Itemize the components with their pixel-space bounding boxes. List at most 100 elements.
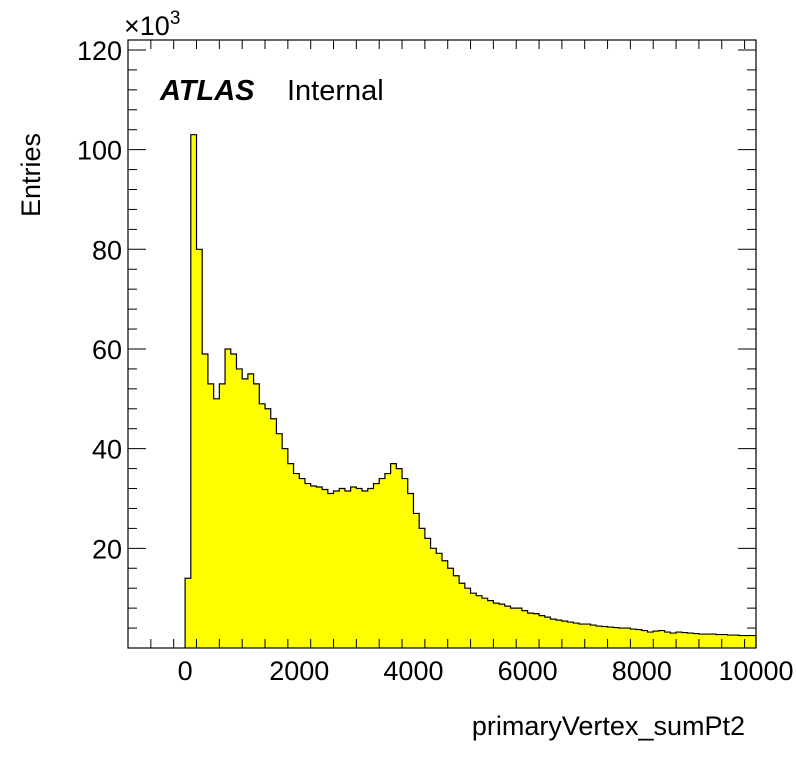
histogram-bin	[316, 487, 323, 648]
histogram-bin	[287, 463, 294, 648]
histogram-bin	[647, 632, 654, 648]
histogram-bin	[333, 491, 340, 648]
tick-labels: 0 2000 4000 6000 8000 10000 20 40 60 80 100 120	[77, 36, 794, 686]
histogram-bin	[304, 483, 312, 648]
histogram-bin	[573, 623, 580, 648]
histogram-bin	[481, 598, 489, 648]
histogram-bin	[579, 624, 586, 648]
histogram-bin	[373, 483, 380, 648]
histogram-bin	[618, 628, 626, 648]
histogram-bin	[653, 631, 660, 648]
histogram-bin	[721, 634, 728, 648]
y-axis-title: Entries	[16, 133, 46, 217]
histogram-bin	[727, 635, 734, 648]
histogram-bin	[464, 588, 471, 648]
x-tick-label: 4000	[383, 656, 443, 686]
histogram-bin	[384, 473, 392, 648]
histogram-bin	[350, 487, 357, 648]
histogram-bin	[402, 478, 409, 648]
histogram-bin	[693, 633, 700, 648]
histogram-bin	[390, 463, 397, 648]
histogram-bin	[670, 633, 677, 648]
y-tick-label: 120	[77, 36, 122, 66]
internal-label: Internal	[287, 75, 384, 107]
histogram-bin	[424, 538, 431, 648]
histogram-bin	[504, 606, 511, 648]
histogram-bin	[521, 610, 529, 648]
histogram-bin	[327, 493, 334, 648]
x-tick-label: 8000	[612, 656, 672, 686]
histogram-bin	[219, 383, 226, 648]
y-tick-label: 20	[92, 534, 122, 564]
histogram-bin	[230, 353, 237, 648]
histogram-bin	[596, 626, 603, 648]
histogram-bin	[396, 468, 403, 648]
histogram-bin	[293, 473, 300, 648]
histogram-bin	[698, 634, 706, 648]
histogram-bin	[185, 578, 192, 648]
histogram-bin	[744, 635, 751, 648]
y-multiplier-base: ×10	[124, 11, 170, 41]
histogram-bin	[567, 622, 574, 648]
histogram-bin	[710, 634, 717, 648]
histogram-bin	[476, 595, 483, 648]
plot-frame-border	[127, 39, 757, 649]
x-axis-title: primaryVertex_sumPt2	[472, 711, 745, 741]
histogram-bin	[447, 568, 454, 648]
histogram-bin	[407, 493, 414, 648]
histogram-bin	[339, 488, 346, 648]
histogram-bin	[590, 625, 597, 648]
histogram-bin	[344, 491, 352, 648]
histogram-bars	[184, 134, 757, 649]
y-tick-label: 40	[92, 435, 122, 465]
histogram-bin	[556, 620, 563, 648]
histogram-bin	[207, 383, 215, 648]
atlas-label: ATLAS	[159, 75, 255, 107]
histogram-bin	[276, 433, 283, 648]
histogram-bin	[459, 583, 466, 648]
histogram-bin	[664, 632, 671, 648]
histogram-bin	[253, 383, 260, 648]
histogram-bin	[419, 528, 426, 648]
axis-ticks	[127, 40, 756, 648]
histogram-bin	[658, 630, 666, 648]
histogram-bin	[641, 630, 648, 648]
histogram-bin	[539, 615, 546, 648]
histogram-bin	[704, 634, 711, 648]
histogram-bin	[413, 513, 420, 648]
histogram-bin	[733, 635, 740, 648]
histogram-bin	[533, 613, 540, 648]
x-tick-label: 0	[178, 656, 193, 686]
histogram-bin	[676, 632, 683, 648]
x-tick-label: 10000	[718, 656, 793, 686]
histogram-bin	[247, 373, 254, 648]
histogram-bin	[442, 560, 449, 648]
histogram-bin	[516, 608, 523, 648]
histogram-bin	[282, 448, 289, 648]
histogram-bin	[493, 603, 500, 648]
y-multiplier-exponent: 3	[170, 8, 181, 29]
histogram-bin	[613, 627, 620, 648]
histogram-bin	[436, 553, 443, 648]
histogram-bin	[259, 403, 266, 648]
histogram-bin	[270, 418, 277, 648]
y-tick-label: 60	[92, 335, 122, 365]
histogram-bin	[322, 489, 329, 648]
histogram-bin	[750, 635, 757, 648]
histogram-bin	[213, 398, 220, 648]
histogram-bin	[636, 629, 643, 648]
y-tick-label: 100	[77, 136, 122, 166]
histogram-bin	[550, 619, 557, 648]
histogram-bin	[379, 478, 386, 648]
histogram-bin	[362, 491, 369, 648]
histogram-bin	[499, 604, 506, 648]
histogram-bin	[544, 617, 551, 648]
histogram-bin	[624, 628, 631, 648]
y-multiplier: ×103	[124, 8, 180, 41]
histogram-bin	[367, 488, 374, 648]
histogram-bin	[527, 613, 534, 648]
x-tick-label: 6000	[498, 656, 558, 686]
histogram-bin	[681, 632, 688, 648]
histogram-bin	[510, 608, 517, 648]
